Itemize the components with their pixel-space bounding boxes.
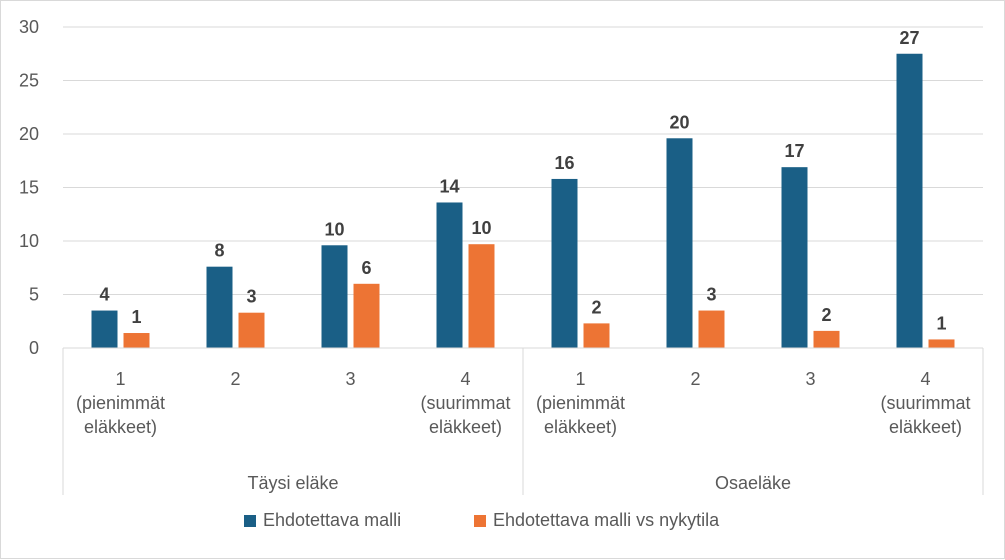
bar xyxy=(583,323,610,348)
bar xyxy=(353,283,380,348)
x-category-label: 2 xyxy=(230,369,240,389)
bar xyxy=(91,310,118,348)
data-label: 1 xyxy=(131,307,141,327)
x-category-label: eläkkeet) xyxy=(429,417,502,437)
x-group-label: Täysi eläke xyxy=(247,473,338,493)
data-label: 16 xyxy=(554,153,574,173)
data-label: 3 xyxy=(706,285,716,305)
legend-label: Ehdotettava malli vs nykytila xyxy=(493,510,720,530)
data-label: 2 xyxy=(591,297,601,317)
bar xyxy=(781,167,808,348)
data-label: 4 xyxy=(99,285,109,305)
data-label: 3 xyxy=(246,287,256,307)
x-category-label: 4 xyxy=(920,369,930,389)
bar xyxy=(896,53,923,348)
bar xyxy=(928,339,955,348)
data-label: 27 xyxy=(899,28,919,48)
x-category-label: 1 xyxy=(115,369,125,389)
legend-label: Ehdotettava malli xyxy=(263,510,401,530)
y-tick-label: 30 xyxy=(19,17,39,37)
data-label: 8 xyxy=(214,241,224,261)
x-group-label: Osaeläke xyxy=(715,473,791,493)
bar xyxy=(698,310,725,348)
data-label: 2 xyxy=(821,305,831,325)
legend-swatch xyxy=(474,515,486,527)
bar xyxy=(551,178,578,348)
data-label: 17 xyxy=(784,141,804,161)
data-label: 14 xyxy=(439,176,459,196)
data-label: 6 xyxy=(361,258,371,278)
x-category-label: eläkkeet) xyxy=(544,417,617,437)
bar xyxy=(123,333,150,348)
x-category-label: 1 xyxy=(575,369,585,389)
data-label: 10 xyxy=(324,219,344,239)
bar xyxy=(468,244,495,348)
x-category-label: 3 xyxy=(805,369,815,389)
bar xyxy=(238,312,265,348)
data-label: 20 xyxy=(669,112,689,132)
bar xyxy=(321,245,348,348)
bar xyxy=(206,266,233,348)
x-category-label: (pienimmät xyxy=(76,393,165,413)
data-label: 1 xyxy=(936,313,946,333)
y-tick-label: 25 xyxy=(19,71,39,91)
y-tick-label: 20 xyxy=(19,124,39,144)
x-category-label: (suurimmat xyxy=(880,393,970,413)
x-category-label: eläkkeet) xyxy=(889,417,962,437)
y-tick-label: 5 xyxy=(29,285,39,305)
x-category-label: (suurimmat xyxy=(420,393,510,413)
bar xyxy=(666,138,693,348)
x-category-label: (pienimmät xyxy=(536,393,625,413)
legend-swatch xyxy=(244,515,256,527)
y-tick-label: 15 xyxy=(19,178,39,198)
y-tick-label: 10 xyxy=(19,231,39,251)
x-category-label: 4 xyxy=(460,369,470,389)
x-category-label: 3 xyxy=(345,369,355,389)
x-category-label: eläkkeet) xyxy=(84,417,157,437)
data-label: 10 xyxy=(471,218,491,238)
bar xyxy=(813,330,840,348)
x-category-label: 2 xyxy=(690,369,700,389)
y-tick-label: 0 xyxy=(29,338,39,358)
bar xyxy=(436,202,463,348)
